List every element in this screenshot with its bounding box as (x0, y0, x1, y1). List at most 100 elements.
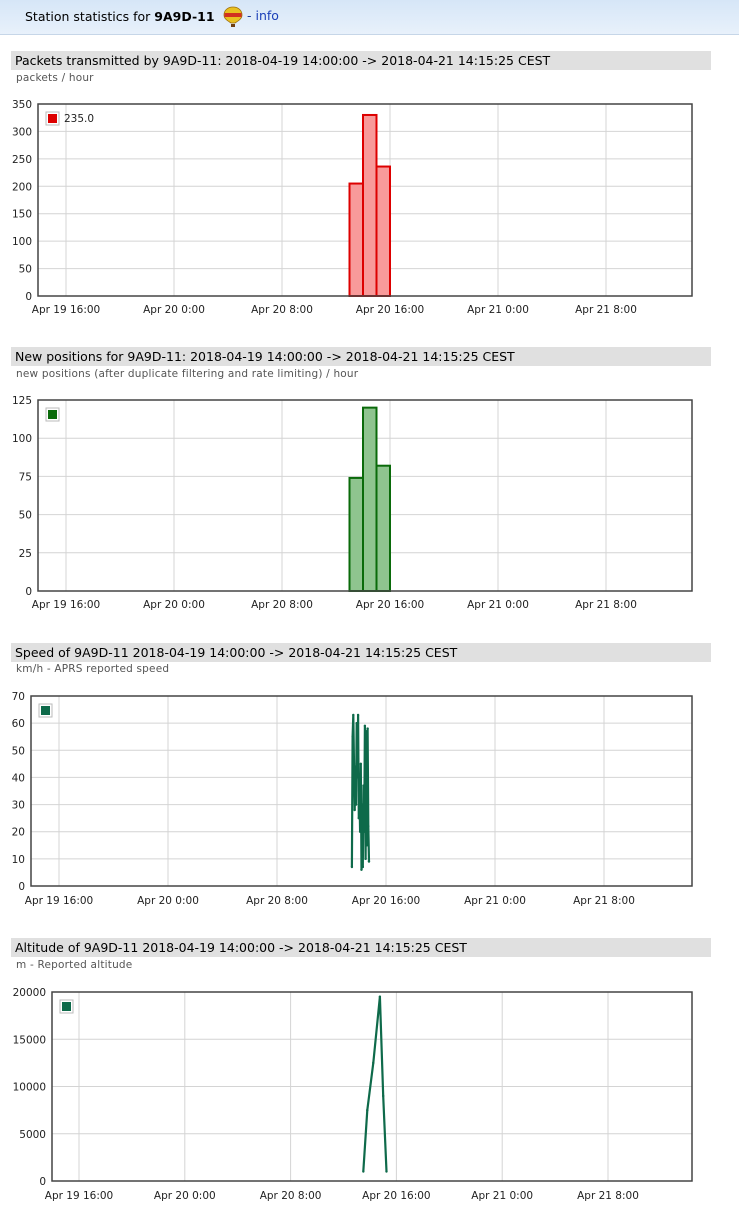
y-tick-label: 300 (12, 126, 32, 138)
y-tick-label: 15000 (13, 1034, 46, 1046)
y-tick-label: 40 (12, 772, 25, 784)
data-point (355, 721, 358, 725)
chart-title-bar: Altitude of 9A9D-11 2018-04-19 14:00:00 … (11, 938, 711, 957)
data-point (352, 713, 355, 717)
y-tick-label: 125 (12, 395, 32, 407)
y-tick-label: 30 (12, 800, 25, 812)
x-tick-label: Apr 21 0:00 (471, 1190, 533, 1202)
x-tick-label: Apr 19 16:00 (32, 599, 100, 611)
data-point (385, 1170, 388, 1173)
plot-area: 0 25 50 75 100 125 Apr 19 16:00 Apr 20 0:00 Apr … (12, 395, 693, 611)
x-tick-label: Apr 21 0:00 (467, 599, 529, 611)
legend-swatch (41, 706, 50, 715)
y-tick-label: 70 (12, 691, 25, 703)
page-title: Station statistics for 9A9D-11 (25, 9, 215, 24)
data-point (378, 995, 382, 998)
plot-frame (30, 695, 693, 887)
chart-title-bar: Speed of 9A9D-11 2018-04-19 14:00:00 -> … (11, 643, 711, 662)
page-title-prefix: Station statistics for (25, 9, 151, 24)
y-tick-label: 75 (19, 471, 32, 483)
data-point (356, 713, 360, 717)
y-tick-label: 10 (12, 854, 25, 866)
x-tick-label: Apr 21 8:00 (575, 599, 637, 611)
chart-title: Altitude of 9A9D-11 2018-04-19 14:00:00 … (15, 940, 467, 955)
y-tick-label: 60 (12, 718, 25, 730)
chart-title-bar: New positions for 9A9D-11: 2018-04-19 14… (11, 347, 711, 366)
x-tick-label: Apr 20 0:00 (143, 599, 205, 611)
x-tick-label: Apr 20 0:00 (137, 895, 199, 907)
y-tick-label: 50 (19, 264, 32, 276)
series-line (362, 995, 388, 1172)
data-point (366, 727, 369, 730)
y-tick-label: 100 (12, 433, 32, 445)
plot-area: 0 5000 10000 15000 20000 Apr 19 16:00 Apr 20 0… (13, 987, 693, 1202)
y-tick-label: 50 (12, 745, 25, 757)
plot-frame (37, 399, 693, 592)
data-point (352, 762, 356, 766)
y-tick-label: 0 (39, 1176, 46, 1188)
data-point (358, 789, 361, 793)
x-tick-label: Apr 20 16:00 (356, 304, 424, 316)
data-point (353, 808, 356, 812)
data-point (356, 776, 359, 779)
info-separator: - (247, 8, 252, 23)
chart-ylabel: km/h - APRS reported speed (16, 663, 170, 675)
x-tick-label: Apr 21 0:00 (467, 304, 529, 316)
y-tick-label: 20 (12, 827, 25, 839)
chart-ylabel: m - Reported altitude (16, 959, 133, 971)
y-tick-label: 20000 (13, 987, 46, 999)
x-tick-label: Apr 21 8:00 (573, 895, 635, 907)
data-point (354, 765, 357, 768)
data-point (350, 865, 354, 869)
x-tick-label: Apr 21 8:00 (577, 1190, 639, 1202)
x-tick-label: Apr 20 16:00 (356, 599, 424, 611)
x-tick-label: Apr 21 8:00 (575, 304, 637, 316)
data-point (358, 830, 362, 833)
series-line (350, 713, 371, 871)
data-point (365, 730, 368, 733)
legend-label: 235.0 (64, 113, 94, 125)
data-point (362, 784, 365, 787)
info-link[interactable]: info (255, 8, 279, 23)
chart-ylabel: new positions (after duplicate filtering… (16, 368, 359, 380)
x-tick-label: Apr 20 8:00 (246, 895, 308, 907)
y-tick-label: 150 (12, 209, 32, 221)
x-tick-label: Apr 19 16:00 (32, 304, 100, 316)
y-tick-label: 0 (25, 291, 32, 303)
data-point (359, 762, 362, 766)
data-point (365, 844, 369, 847)
plot-frame (37, 103, 693, 297)
data-point (363, 724, 367, 728)
page-header: Station statistics for 9A9D-11 - info (0, 0, 739, 35)
data-point (360, 868, 363, 871)
x-tick-label: Apr 20 16:00 (352, 895, 420, 907)
data-point (367, 860, 371, 863)
data-point (362, 1170, 365, 1173)
data-point (364, 857, 367, 861)
data-point (367, 825, 370, 828)
x-tick-label: Apr 20 0:00 (154, 1190, 216, 1202)
plot-area: 0 10 20 30 40 50 60 70 Apr 19 16:00 Apr 20 0:00 Ap… (12, 691, 693, 907)
balloon-icon (223, 6, 243, 27)
y-tick-label: 25 (19, 548, 32, 560)
y-tick-label: 100 (12, 236, 32, 248)
data-point (372, 1061, 375, 1065)
x-tick-label: Apr 19 16:00 (25, 895, 93, 907)
data-point (354, 803, 358, 806)
x-tick-label: Apr 20 16:00 (362, 1190, 430, 1202)
info-area: - info (247, 8, 279, 23)
chart-ylabel: packets / hour (16, 72, 94, 84)
chart-title: New positions for 9A9D-11: 2018-04-19 14… (15, 349, 515, 364)
y-tick-label: 0 (25, 586, 32, 598)
data-point (361, 865, 365, 869)
legend-swatch (48, 410, 57, 419)
x-tick-label: Apr 20 8:00 (251, 599, 313, 611)
data-point (360, 803, 364, 806)
y-tick-label: 10000 (13, 1082, 46, 1094)
y-tick-label: 200 (12, 181, 32, 193)
legend-swatch (48, 114, 57, 123)
chart-title: Speed of 9A9D-11 2018-04-19 14:00:00 -> … (15, 645, 458, 660)
